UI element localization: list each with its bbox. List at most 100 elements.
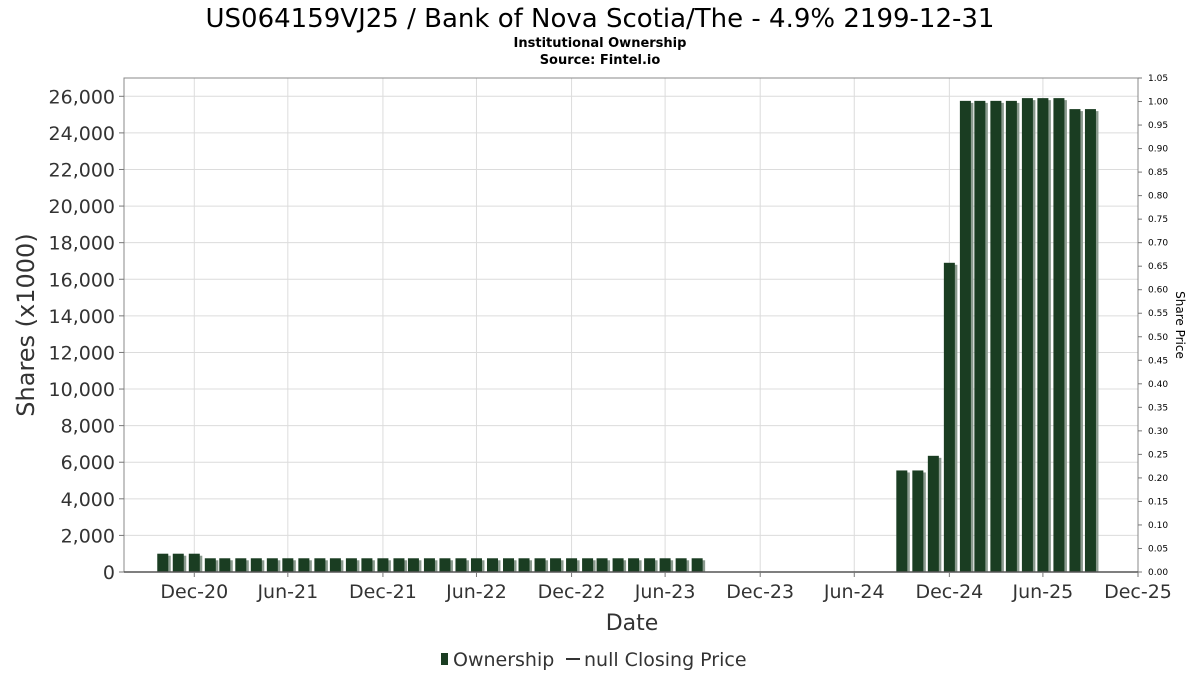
y-tick-label: 10,000 [49, 379, 115, 401]
y2-tick-label: 1.00 [1148, 98, 1168, 108]
y2-tick-label: 0.30 [1148, 427, 1168, 437]
ownership-bar [266, 558, 278, 572]
y-tick-label: 4,000 [61, 489, 115, 511]
x-tick-label: Dec-23 [726, 581, 794, 603]
y-axis-ticks: 0 2,000 4,000 6,000 8,000 10,000 12,000 14,000 1… [49, 86, 124, 584]
ownership-bar [659, 558, 671, 572]
x-tick-label: Dec-21 [349, 581, 417, 603]
ownership-bar [566, 558, 578, 572]
ownership-bar [188, 553, 200, 572]
y-tick-label: 20,000 [49, 196, 115, 218]
ownership-bar [1053, 98, 1065, 573]
ownership-bar [314, 558, 326, 572]
ownership-bar [298, 558, 310, 572]
y2-axis-ticks: 0.00 0.05 0.10 0.15 0.20 0.25 0.30 0.35 0.40 0.45… [1138, 74, 1168, 578]
ownership-bar [974, 100, 986, 573]
y2-tick-label: 0.25 [1148, 450, 1168, 460]
ownership-bar [407, 558, 419, 572]
ownership-bar [361, 558, 373, 572]
x-tick-label: Jun-25 [1012, 581, 1074, 603]
ownership-bar [439, 558, 451, 572]
ownership-bar [1084, 109, 1096, 573]
y2-tick-label: 0.90 [1148, 145, 1168, 155]
legend: Ownership null Closing Price [441, 649, 747, 671]
y-tick-label: 14,000 [49, 306, 115, 328]
legend-closing-price-label: null Closing Price [584, 649, 747, 671]
ownership-bar [644, 558, 656, 572]
y-tick-label: 18,000 [49, 233, 115, 255]
y-tick-label: 0 [103, 562, 115, 584]
ownership-bar [423, 558, 435, 572]
ownership-bar [393, 558, 405, 572]
ownership-bar [691, 558, 703, 572]
ownership-bar [912, 470, 924, 572]
bars [157, 98, 1099, 573]
y-tick-label: 16,000 [49, 269, 115, 291]
legend-ownership-label: Ownership [453, 649, 554, 671]
ownership-bar [219, 558, 231, 572]
y-tick-label: 8,000 [61, 416, 115, 438]
ownership-bar [612, 558, 624, 572]
y-axis-label: Shares (x1000) [12, 233, 40, 416]
chart-source: Source: Fintel.io [540, 53, 661, 68]
ownership-bar [282, 558, 294, 572]
y-tick-label: 12,000 [49, 342, 115, 364]
ownership-bar [1005, 100, 1017, 573]
ownership-bar [455, 558, 467, 572]
x-tick-label: Jun-21 [256, 581, 318, 603]
y-tick-label: 2,000 [61, 525, 115, 547]
y2-tick-label: 0.20 [1148, 474, 1168, 484]
y-tick-label: 26,000 [49, 86, 115, 108]
y2-tick-label: 0.50 [1148, 333, 1168, 343]
ownership-bar [518, 558, 530, 572]
ownership-bar [250, 558, 262, 572]
y2-tick-label: 0.00 [1148, 568, 1168, 578]
y2-tick-label: 0.80 [1148, 192, 1168, 202]
y2-tick-label: 0.65 [1148, 262, 1168, 272]
x-tick-label: Dec-22 [538, 581, 606, 603]
x-axis-label: Date [606, 611, 659, 636]
ownership-bar [550, 558, 562, 572]
y2-tick-label: 0.35 [1148, 403, 1168, 413]
ownership-bar [235, 558, 247, 572]
x-tick-label: Dec-25 [1104, 581, 1172, 603]
x-tick-label: Dec-24 [915, 581, 983, 603]
y2-tick-label: 0.60 [1148, 286, 1168, 296]
ownership-bar [896, 470, 908, 572]
y2-tick-label: 0.15 [1148, 497, 1168, 507]
axes [123, 77, 1139, 573]
x-axis-ticks: Dec-20 Jun-21 Dec-21 Jun-22 Dec-22 Jun-23 Dec-… [160, 572, 1172, 603]
y-tick-label: 24,000 [49, 123, 115, 145]
y2-tick-label: 1.05 [1148, 74, 1168, 84]
ownership-bar [943, 262, 955, 572]
x-tick-label: Jun-24 [823, 581, 885, 603]
x-tick-label: Dec-20 [160, 581, 228, 603]
ownership-bar [596, 558, 608, 572]
ownership-bar [172, 553, 184, 572]
y2-tick-label: 0.05 [1148, 544, 1168, 554]
ownership-bar [486, 558, 498, 572]
ownership-bar [345, 558, 357, 572]
ownership-bar [470, 558, 482, 572]
y2-tick-label: 0.40 [1148, 380, 1168, 390]
y2-tick-label: 0.75 [1148, 215, 1168, 225]
y2-tick-label: 0.45 [1148, 356, 1168, 366]
ownership-bar [990, 100, 1002, 573]
ownership-bar [329, 558, 341, 572]
ownership-bar [204, 558, 216, 572]
ownership-bar [582, 558, 594, 572]
ownership-bar [1021, 98, 1033, 573]
y2-tick-label: 0.55 [1148, 309, 1168, 319]
ownership-bar [628, 558, 640, 572]
y2-tick-label: 0.85 [1148, 168, 1168, 178]
ownership-bar [503, 558, 515, 572]
x-tick-label: Jun-23 [634, 581, 696, 603]
ownership-bar [377, 558, 389, 572]
x-tick-label: Jun-22 [445, 581, 507, 603]
y2-tick-label: 0.70 [1148, 239, 1168, 249]
y-tick-label: 6,000 [61, 452, 115, 474]
ownership-bar [157, 553, 169, 572]
ownership-bar [959, 100, 971, 573]
